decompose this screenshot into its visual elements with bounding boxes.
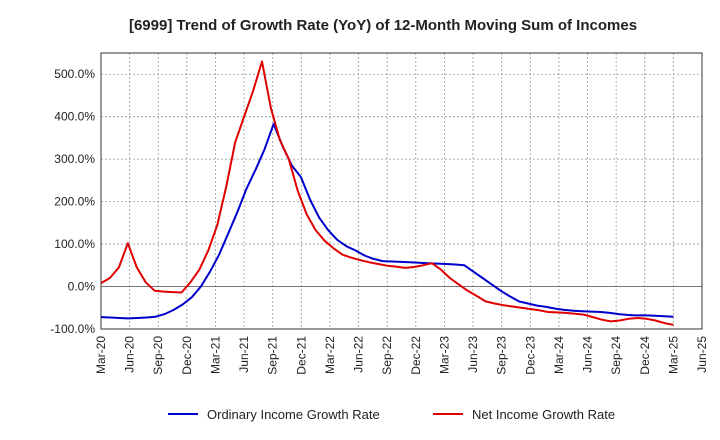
x-tick-label: Mar-23: [437, 336, 451, 374]
y-axis-ticks: -100.0% 0.0% 100.0% 200.0% 300.0% 400.0% 500.0…: [50, 67, 95, 336]
y-tick-label: 400.0%: [54, 110, 95, 124]
x-tick-label: Mar-21: [208, 336, 222, 374]
y-tick-label: -100.0%: [50, 322, 95, 336]
legend-label-net-income: Net Income Growth Rate: [472, 407, 615, 422]
y-tick-label: 300.0%: [54, 152, 95, 166]
chart-title: [6999] Trend of Growth Rate (YoY) of 12-…: [129, 17, 637, 34]
x-tick-label: Dec-22: [409, 336, 423, 375]
x-tick-label: Mar-25: [666, 336, 680, 374]
x-tick-label: Dec-20: [180, 336, 194, 375]
x-tick-label: Jun-24: [581, 336, 595, 373]
y-tick-label: 500.0%: [54, 67, 95, 81]
x-tick-label: Dec-23: [523, 336, 537, 375]
x-tick-label: Sep-23: [495, 336, 509, 375]
x-tick-label: Sep-21: [266, 336, 280, 375]
legend: Ordinary Income Growth Rate Net Income G…: [168, 407, 615, 422]
x-tick-label: Jun-22: [352, 336, 366, 373]
grid: [100, 53, 703, 330]
x-tick-label: Sep-22: [380, 336, 394, 375]
series-line-ordinary-income: [100, 122, 674, 320]
x-tick-label: Jun-25: [695, 336, 709, 373]
x-tick-label: Mar-22: [323, 336, 337, 374]
x-tick-label: Sep-24: [609, 336, 623, 375]
x-tick-label: Dec-24: [638, 336, 652, 375]
x-tick-label: Jun-21: [237, 336, 251, 373]
x-tick-label: Sep-20: [151, 336, 165, 375]
series-line-net-income: [100, 60, 674, 326]
plot-area: [100, 52, 703, 330]
x-tick-label: Mar-24: [552, 336, 566, 374]
x-tick-label: Mar-20: [94, 336, 108, 374]
y-tick-label: 200.0%: [54, 195, 95, 209]
x-axis-ticks: Mar-20 Jun-20 Sep-20 Dec-20 Mar-21 Jun-21 Sep-…: [94, 336, 709, 375]
y-tick-label: 0.0%: [68, 280, 96, 294]
x-tick-label: Jun-23: [466, 336, 480, 373]
x-tick-label: Dec-21: [294, 336, 308, 375]
x-tick-label: Jun-20: [123, 336, 137, 373]
legend-label-ordinary-income: Ordinary Income Growth Rate: [207, 407, 380, 422]
y-tick-label: 100.0%: [54, 237, 95, 251]
series-lines: [100, 60, 674, 326]
